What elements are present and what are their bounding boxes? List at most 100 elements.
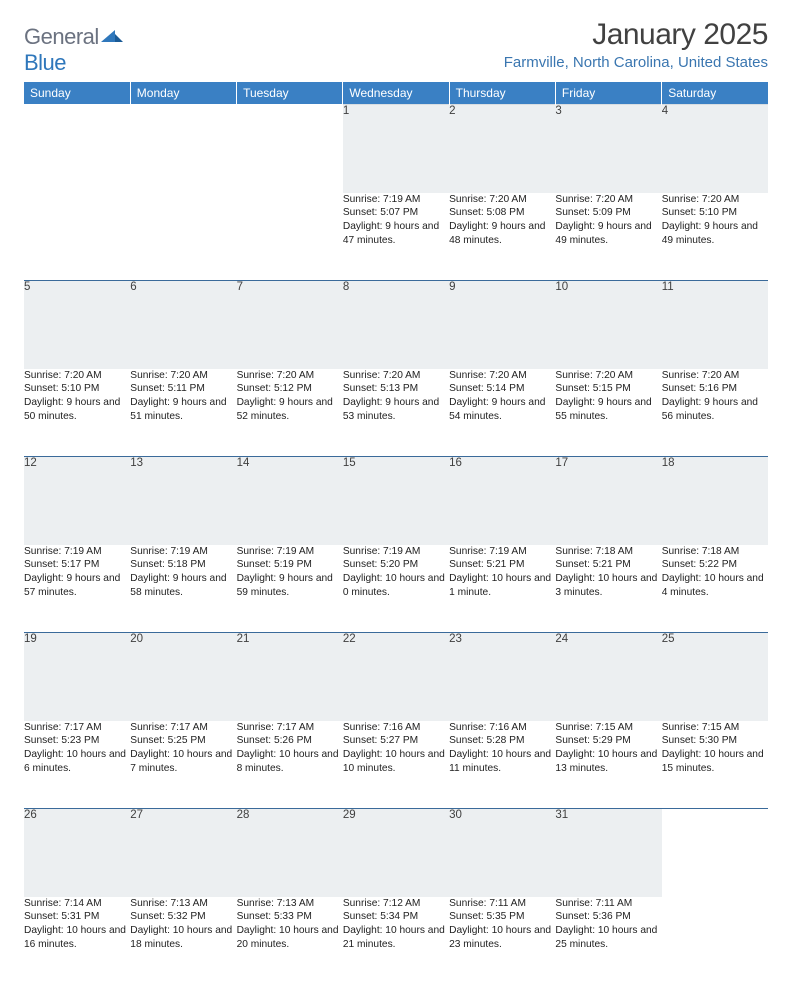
daylight-line: Daylight: 10 hours and 18 minutes. bbox=[130, 924, 236, 952]
sunset-line: Sunset: 5:26 PM bbox=[237, 734, 343, 748]
day-detail-cell: Sunrise: 7:17 AMSunset: 5:26 PMDaylight:… bbox=[237, 721, 343, 809]
logo: GeneralBlue bbox=[24, 24, 123, 76]
title-block: January 2025 Farmville, North Carolina, … bbox=[504, 18, 768, 71]
day-number-cell: 19 bbox=[24, 633, 130, 721]
sunrise-line: Sunrise: 7:14 AM bbox=[24, 897, 130, 911]
daylight-line: Daylight: 10 hours and 25 minutes. bbox=[555, 924, 661, 952]
sunrise-line: Sunrise: 7:20 AM bbox=[555, 193, 661, 207]
sunset-line: Sunset: 5:28 PM bbox=[449, 734, 555, 748]
sunset-line: Sunset: 5:13 PM bbox=[343, 382, 449, 396]
day-detail-cell: Sunrise: 7:19 AMSunset: 5:19 PMDaylight:… bbox=[237, 545, 343, 633]
day-detail-cell: Sunrise: 7:19 AMSunset: 5:20 PMDaylight:… bbox=[343, 545, 449, 633]
daylight-line: Daylight: 10 hours and 7 minutes. bbox=[130, 748, 236, 776]
daylight-line: Daylight: 10 hours and 11 minutes. bbox=[449, 748, 555, 776]
weekday-header: Wednesday bbox=[343, 82, 449, 105]
daylight-line: Daylight: 10 hours and 4 minutes. bbox=[662, 572, 768, 600]
sunrise-line: Sunrise: 7:20 AM bbox=[449, 369, 555, 383]
daylight-line: Daylight: 10 hours and 21 minutes. bbox=[343, 924, 449, 952]
day-number-cell: 3 bbox=[555, 105, 661, 193]
day-detail-cell: Sunrise: 7:20 AMSunset: 5:09 PMDaylight:… bbox=[555, 193, 661, 281]
day-detail-cell: Sunrise: 7:18 AMSunset: 5:21 PMDaylight:… bbox=[555, 545, 661, 633]
daylight-line: Daylight: 9 hours and 52 minutes. bbox=[237, 396, 343, 424]
sunset-line: Sunset: 5:19 PM bbox=[237, 558, 343, 572]
detail-row: Sunrise: 7:19 AMSunset: 5:17 PMDaylight:… bbox=[24, 545, 768, 633]
day-number-cell: 26 bbox=[24, 809, 130, 897]
daylight-line: Daylight: 9 hours and 47 minutes. bbox=[343, 220, 449, 248]
day-number-cell: 5 bbox=[24, 281, 130, 369]
sunset-line: Sunset: 5:33 PM bbox=[237, 910, 343, 924]
daylight-line: Daylight: 9 hours and 48 minutes. bbox=[449, 220, 555, 248]
day-number-cell: 23 bbox=[449, 633, 555, 721]
sunrise-line: Sunrise: 7:13 AM bbox=[130, 897, 236, 911]
sunset-line: Sunset: 5:29 PM bbox=[555, 734, 661, 748]
daylight-line: Daylight: 10 hours and 6 minutes. bbox=[24, 748, 130, 776]
sunset-line: Sunset: 5:08 PM bbox=[449, 206, 555, 220]
daynum-row: 12131415161718 bbox=[24, 457, 768, 545]
daylight-line: Daylight: 9 hours and 54 minutes. bbox=[449, 396, 555, 424]
weekday-header: Monday bbox=[130, 82, 236, 105]
day-number-cell bbox=[130, 105, 236, 193]
day-detail-cell: Sunrise: 7:18 AMSunset: 5:22 PMDaylight:… bbox=[662, 545, 768, 633]
weekday-header: Sunday bbox=[24, 82, 130, 105]
sunrise-line: Sunrise: 7:19 AM bbox=[237, 545, 343, 559]
sunrise-line: Sunrise: 7:19 AM bbox=[449, 545, 555, 559]
sunset-line: Sunset: 5:17 PM bbox=[24, 558, 130, 572]
sunset-line: Sunset: 5:10 PM bbox=[24, 382, 130, 396]
day-number-cell: 31 bbox=[555, 809, 661, 897]
day-number-cell: 16 bbox=[449, 457, 555, 545]
day-number-cell: 12 bbox=[24, 457, 130, 545]
day-detail-cell: Sunrise: 7:20 AMSunset: 5:13 PMDaylight:… bbox=[343, 369, 449, 457]
day-detail-cell: Sunrise: 7:20 AMSunset: 5:08 PMDaylight:… bbox=[449, 193, 555, 281]
sunrise-line: Sunrise: 7:20 AM bbox=[662, 369, 768, 383]
day-number-cell: 14 bbox=[237, 457, 343, 545]
day-number-cell: 18 bbox=[662, 457, 768, 545]
sunset-line: Sunset: 5:09 PM bbox=[555, 206, 661, 220]
daylight-line: Daylight: 10 hours and 13 minutes. bbox=[555, 748, 661, 776]
sunset-line: Sunset: 5:35 PM bbox=[449, 910, 555, 924]
detail-row: Sunrise: 7:20 AMSunset: 5:10 PMDaylight:… bbox=[24, 369, 768, 457]
sunset-line: Sunset: 5:18 PM bbox=[130, 558, 236, 572]
daylight-line: Daylight: 9 hours and 51 minutes. bbox=[130, 396, 236, 424]
day-detail-cell: Sunrise: 7:13 AMSunset: 5:32 PMDaylight:… bbox=[130, 897, 236, 985]
day-detail-cell: Sunrise: 7:17 AMSunset: 5:23 PMDaylight:… bbox=[24, 721, 130, 809]
day-detail-cell: Sunrise: 7:20 AMSunset: 5:11 PMDaylight:… bbox=[130, 369, 236, 457]
calendar-table: Sunday Monday Tuesday Wednesday Thursday… bbox=[24, 82, 768, 985]
day-number-cell: 1 bbox=[343, 105, 449, 193]
sunrise-line: Sunrise: 7:16 AM bbox=[343, 721, 449, 735]
daylight-line: Daylight: 9 hours and 49 minutes. bbox=[662, 220, 768, 248]
weekday-header: Tuesday bbox=[237, 82, 343, 105]
sunset-line: Sunset: 5:36 PM bbox=[555, 910, 661, 924]
sunset-line: Sunset: 5:14 PM bbox=[449, 382, 555, 396]
sunset-line: Sunset: 5:31 PM bbox=[24, 910, 130, 924]
day-detail-cell: Sunrise: 7:20 AMSunset: 5:16 PMDaylight:… bbox=[662, 369, 768, 457]
sunrise-line: Sunrise: 7:17 AM bbox=[130, 721, 236, 735]
sunrise-line: Sunrise: 7:20 AM bbox=[130, 369, 236, 383]
sunrise-line: Sunrise: 7:18 AM bbox=[662, 545, 768, 559]
day-number-cell: 6 bbox=[130, 281, 236, 369]
day-detail-cell: Sunrise: 7:11 AMSunset: 5:36 PMDaylight:… bbox=[555, 897, 661, 985]
logo-word2: Blue bbox=[24, 50, 66, 75]
day-number-cell: 28 bbox=[237, 809, 343, 897]
day-detail-cell: Sunrise: 7:20 AMSunset: 5:15 PMDaylight:… bbox=[555, 369, 661, 457]
day-detail-cell: Sunrise: 7:19 AMSunset: 5:21 PMDaylight:… bbox=[449, 545, 555, 633]
day-number-cell: 17 bbox=[555, 457, 661, 545]
logo-icon bbox=[101, 24, 123, 49]
daylight-line: Daylight: 9 hours and 49 minutes. bbox=[555, 220, 661, 248]
sunrise-line: Sunrise: 7:18 AM bbox=[555, 545, 661, 559]
sunset-line: Sunset: 5:11 PM bbox=[130, 382, 236, 396]
day-detail-cell: Sunrise: 7:12 AMSunset: 5:34 PMDaylight:… bbox=[343, 897, 449, 985]
sunrise-line: Sunrise: 7:20 AM bbox=[237, 369, 343, 383]
sunset-line: Sunset: 5:12 PM bbox=[237, 382, 343, 396]
sunset-line: Sunset: 5:07 PM bbox=[343, 206, 449, 220]
day-number-cell: 8 bbox=[343, 281, 449, 369]
sunrise-line: Sunrise: 7:17 AM bbox=[24, 721, 130, 735]
logo-text: GeneralBlue bbox=[24, 24, 123, 76]
weekday-header: Friday bbox=[555, 82, 661, 105]
day-detail-cell: Sunrise: 7:19 AMSunset: 5:18 PMDaylight:… bbox=[130, 545, 236, 633]
month-title: January 2025 bbox=[504, 18, 768, 52]
daylight-line: Daylight: 10 hours and 8 minutes. bbox=[237, 748, 343, 776]
sunrise-line: Sunrise: 7:19 AM bbox=[24, 545, 130, 559]
sunrise-line: Sunrise: 7:19 AM bbox=[343, 545, 449, 559]
day-number-cell: 27 bbox=[130, 809, 236, 897]
daylight-line: Daylight: 9 hours and 56 minutes. bbox=[662, 396, 768, 424]
